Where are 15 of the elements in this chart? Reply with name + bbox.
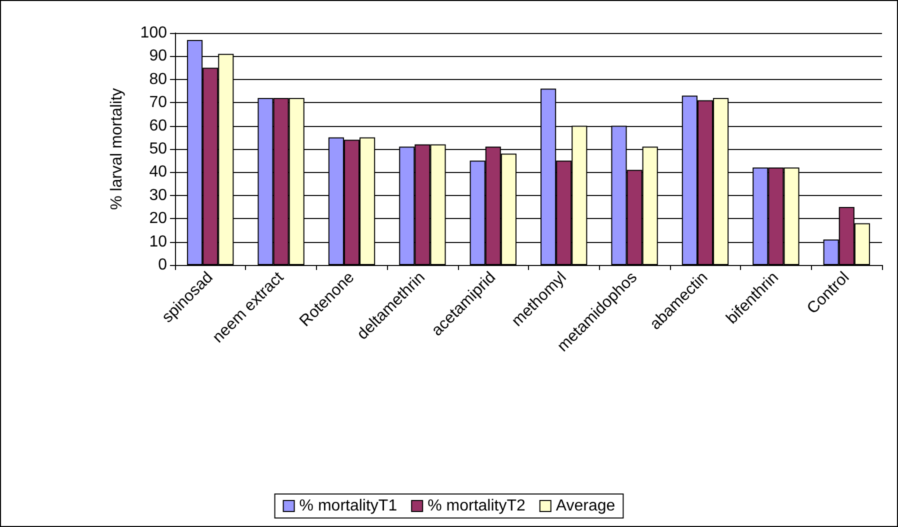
legend-label: % mortalityT1	[299, 498, 398, 514]
y-tick-label: 90	[149, 48, 168, 65]
legend-label: % mortalityT2	[428, 498, 526, 514]
y-tick-label: 50	[149, 140, 168, 158]
y-tick-label: 80	[149, 70, 168, 88]
y-tick-label: 60	[149, 117, 168, 134]
y-axis-title: % larval mortality	[108, 88, 126, 210]
y-tick-label: 70	[149, 94, 168, 112]
y-tick-label: 10	[149, 233, 168, 250]
y-tick-label: 100	[140, 24, 168, 42]
y-tick-label: 20	[149, 210, 168, 228]
legend-label: Average	[556, 498, 616, 514]
y-tick-label: 0	[158, 256, 168, 274]
y-tick-label: 40	[149, 164, 168, 181]
y-tick-label: 30	[149, 186, 168, 204]
